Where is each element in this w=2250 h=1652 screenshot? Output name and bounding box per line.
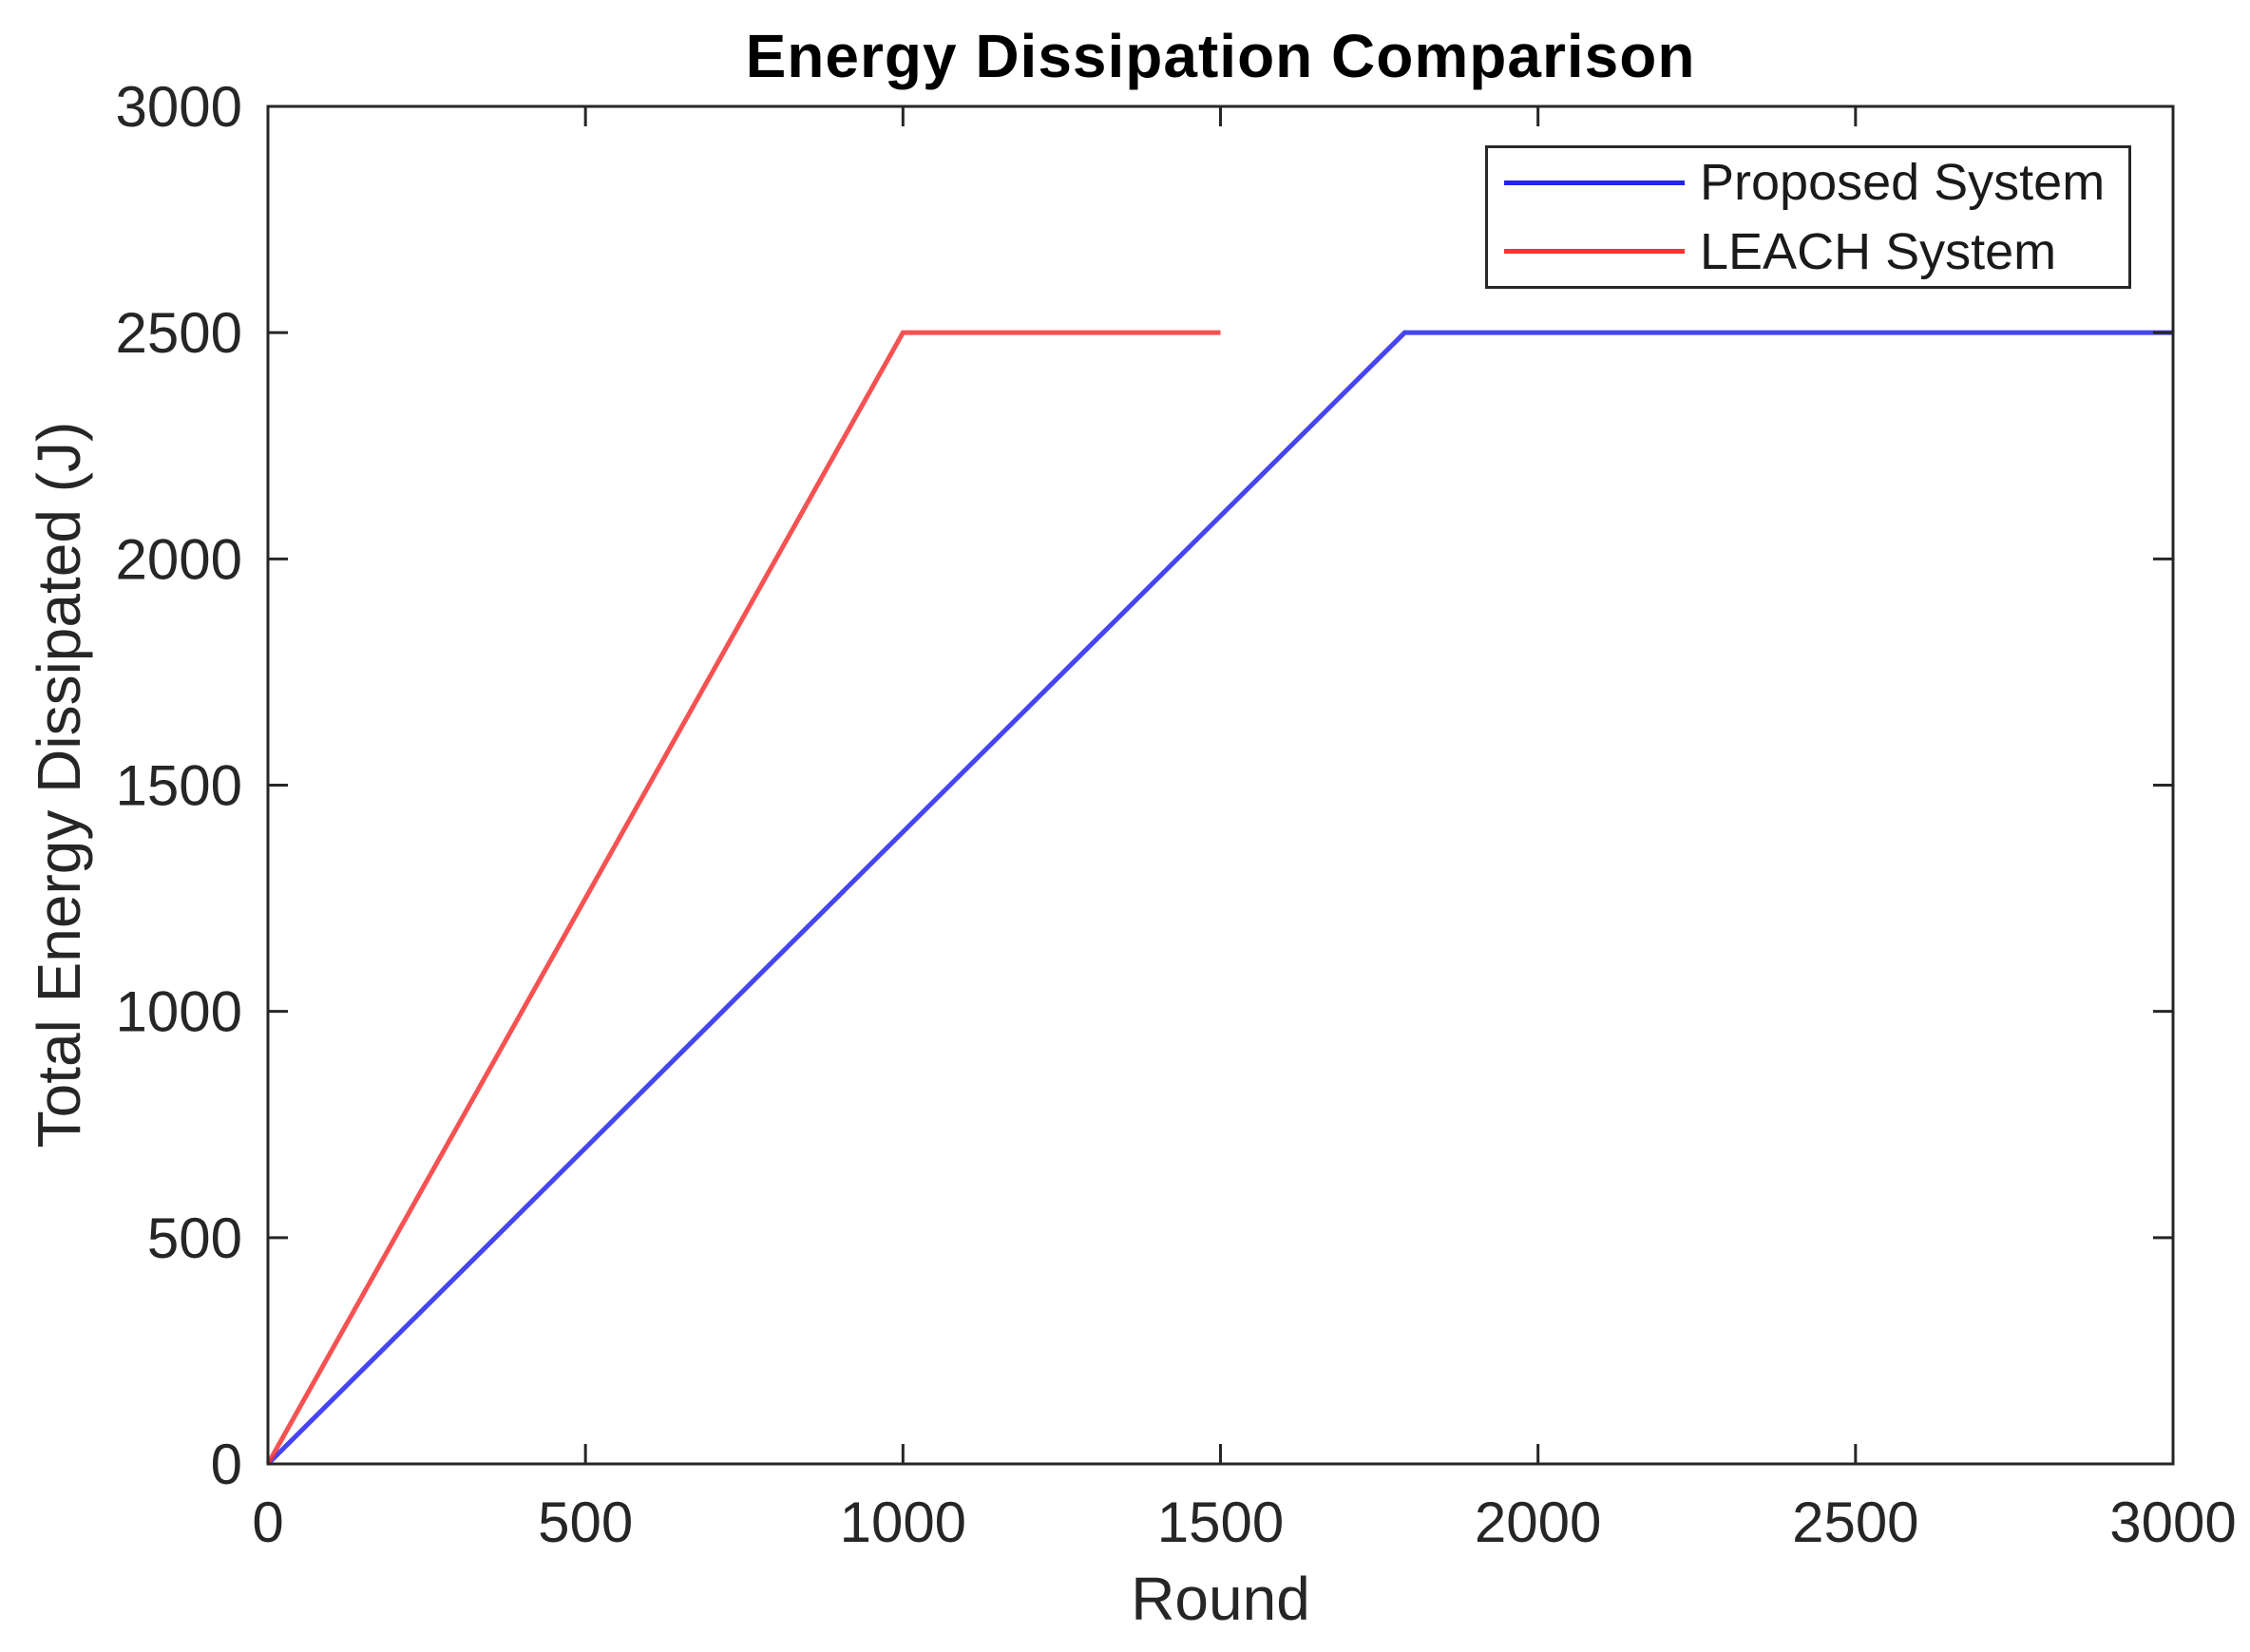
legend-label-leach-system: LEACH System (1700, 222, 2057, 280)
x-tick-label: 1000 (840, 1491, 966, 1554)
series-line-leach-system (265, 330, 1221, 1466)
y-tick-label: 1000 (116, 980, 242, 1044)
x-tick-label: 1500 (1157, 1491, 1284, 1554)
series-line-proposed-system (266, 330, 2173, 1466)
y-tick-label: 3000 (116, 75, 242, 139)
x-axis-label: Round (1131, 1565, 1310, 1633)
y-tick-label: 500 (147, 1206, 242, 1270)
legend-label-proposed-system: Proposed System (1700, 154, 2106, 212)
legend-line-sample-blue (1504, 180, 1685, 185)
legend-item-proposed-system: Proposed System (1488, 154, 2128, 211)
legend-item-leach-system: LEACH System (1488, 223, 2128, 280)
x-tick-label: 0 (252, 1491, 283, 1554)
x-tick-label: 2000 (1475, 1491, 1601, 1554)
y-tick-label: 1500 (116, 754, 242, 818)
axes-frame (266, 104, 2175, 1466)
legend: Proposed System LEACH System (1485, 145, 2131, 289)
chart-title: Energy Dissipation Comparison (745, 22, 1696, 90)
legend-line-sample-red (1504, 249, 1685, 255)
x-tick-label: 500 (538, 1491, 633, 1554)
y-tick-label: 2500 (116, 301, 242, 365)
y-tick-label: 2000 (116, 527, 242, 591)
x-tick-label: 2500 (1792, 1491, 1918, 1554)
y-tick-label: 0 (211, 1433, 242, 1496)
x-tick-label: 3000 (2109, 1491, 2236, 1554)
